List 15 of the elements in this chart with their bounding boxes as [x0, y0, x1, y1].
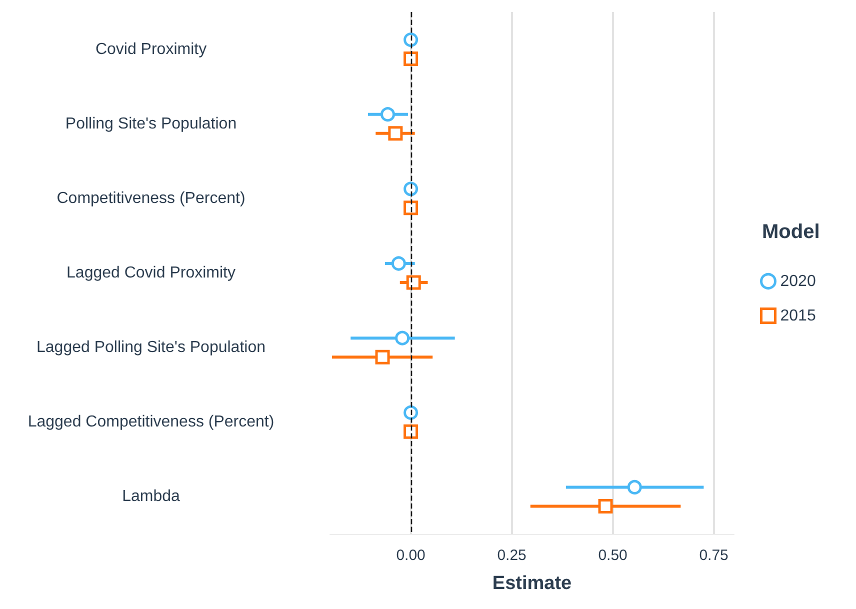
x-tick-label: 0.00	[396, 547, 426, 564]
y-tick-label: Lagged Competitiveness (Percent)	[28, 414, 274, 431]
x-tick-label: 0.50	[598, 547, 628, 564]
x-tick-label: 0.25	[497, 547, 526, 564]
x-axis-title: Estimate	[492, 573, 572, 594]
legend-label: 2020	[780, 272, 816, 290]
y-tick-label: Covid Proximity	[95, 40, 207, 58]
y-tick-label: Lagged Polling Site's Population	[36, 339, 266, 356]
x-tick-label: 0.75	[699, 547, 728, 564]
y-tick-label: Competitiveness (Percent)	[56, 190, 246, 207]
y-tick-label: Lagged Covid Proximity	[66, 264, 236, 282]
y-tick-label: Polling Site's Population	[65, 115, 237, 132]
legend-label: 2015	[780, 307, 816, 324]
y-tick-label: Lambda	[122, 488, 180, 506]
legend-title: Model	[762, 221, 820, 243]
